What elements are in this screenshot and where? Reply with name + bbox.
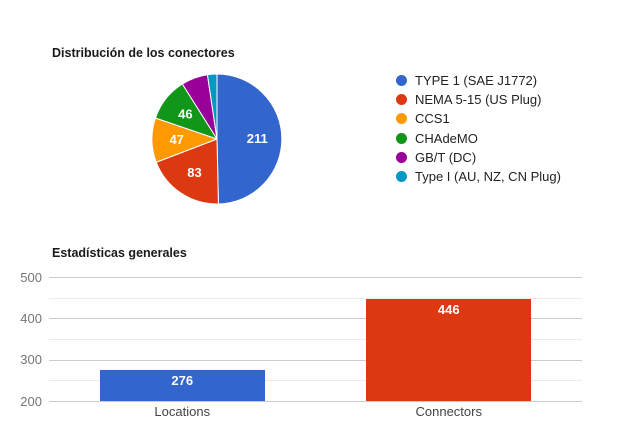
legend-item-label: NEMA 5-15 (US Plug) bbox=[415, 92, 542, 108]
minor-gridline-250 bbox=[49, 380, 582, 382]
major-gridline-500 bbox=[49, 277, 582, 278]
major-gridline-300 bbox=[49, 359, 582, 361]
x-axis-label-connectors: Connectors bbox=[415, 404, 482, 419]
minor-gridline-450 bbox=[49, 297, 582, 299]
legend-item-4[interactable]: GB/T (DC) bbox=[396, 148, 561, 167]
major-gridline-400 bbox=[49, 318, 582, 320]
legend-item-label: GB/T (DC) bbox=[415, 149, 477, 165]
legend-color-swatch bbox=[396, 132, 407, 144]
pie-slice-1[interactable] bbox=[155, 138, 219, 205]
y-axis-label-200: 200 bbox=[20, 393, 42, 409]
legend-item-label: Type I (AU, NZ, CN Plug) bbox=[415, 169, 561, 185]
legend-item-2[interactable]: CCS1 bbox=[396, 109, 561, 128]
pie-legend: TYPE 1 (SAE J1772) NEMA 5-15 (US Plug) CCS… bbox=[396, 71, 561, 186]
bar-value-label-locations: 276 bbox=[171, 372, 194, 388]
legend-item-label: TYPE 1 (SAE J1772) bbox=[415, 73, 538, 89]
bar-value-label-connectors: 446 bbox=[437, 302, 460, 318]
legend-item-3[interactable]: CHAdeMO bbox=[396, 129, 561, 148]
pie-slice-5[interactable] bbox=[206, 73, 218, 140]
pie-chart[interactable]: 211 83 47 46 bbox=[147, 69, 287, 209]
pie-slice-value-label: 47 bbox=[169, 132, 183, 147]
bar-locations[interactable] bbox=[99, 369, 265, 401]
major-gridline-200 bbox=[49, 401, 582, 402]
pie-slice-0[interactable] bbox=[216, 73, 283, 205]
pie-slice-value-label: 83 bbox=[187, 165, 201, 180]
bar-connectors[interactable] bbox=[366, 299, 532, 401]
minor-gridline-350 bbox=[49, 339, 582, 340]
legend-item-0[interactable]: TYPE 1 (SAE J1772) bbox=[396, 71, 561, 90]
legend-color-swatch bbox=[396, 94, 407, 106]
y-axis-label-500: 500 bbox=[20, 269, 42, 285]
y-axis-label-300: 300 bbox=[20, 352, 42, 368]
legend-item-label: CCS1 bbox=[415, 111, 450, 127]
legend-color-swatch bbox=[396, 151, 407, 163]
legend-item-1[interactable]: NEMA 5-15 (US Plug) bbox=[396, 90, 561, 109]
y-axis-label-400: 400 bbox=[20, 310, 42, 326]
x-axis-label-locations: Locations bbox=[154, 404, 211, 419]
pie-slice-value-label: 46 bbox=[178, 107, 192, 122]
pie-slice-value-label: 211 bbox=[247, 131, 268, 146]
bar-chart-title: Estadísticas generales bbox=[52, 246, 187, 260]
legend-color-swatch bbox=[396, 113, 407, 125]
legend-item-label: CHAdeMO bbox=[415, 130, 478, 146]
legend-color-swatch bbox=[396, 75, 407, 87]
legend-color-swatch bbox=[396, 171, 407, 183]
pie-chart-title: Distribución de los conectores bbox=[52, 46, 235, 60]
legend-item-5[interactable]: Type I (AU, NZ, CN Plug) bbox=[396, 167, 561, 186]
